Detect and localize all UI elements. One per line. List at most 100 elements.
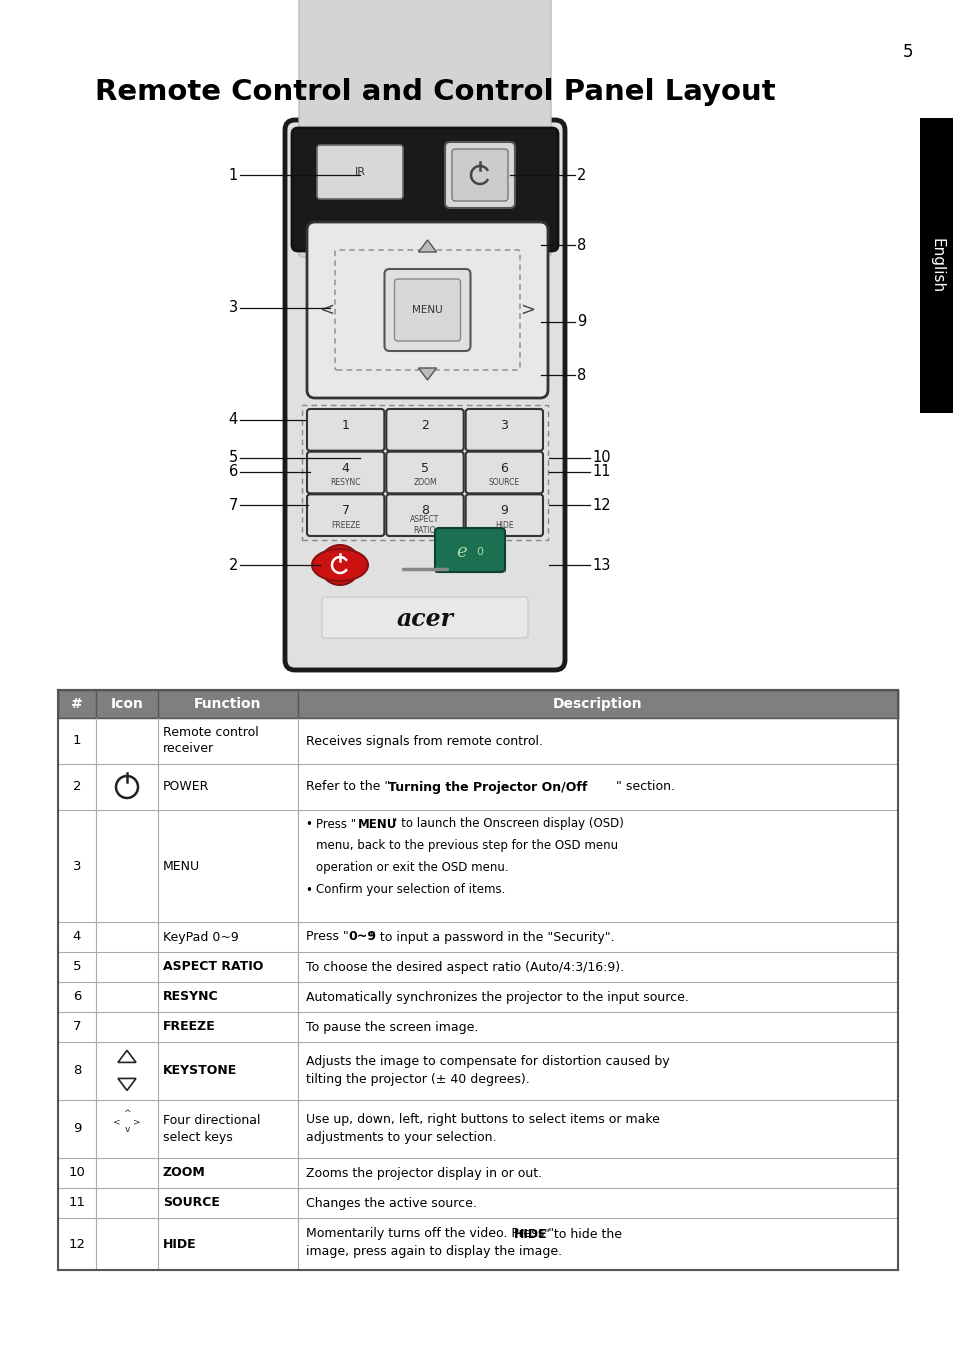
Text: 9: 9 xyxy=(577,315,586,330)
Bar xyxy=(58,1188,897,1218)
Text: KeyPad 0~9: KeyPad 0~9 xyxy=(163,931,238,943)
Text: tilting the projector (± 40 degrees).: tilting the projector (± 40 degrees). xyxy=(306,1073,529,1087)
Text: 0~9: 0~9 xyxy=(348,931,375,943)
Text: HIDE: HIDE xyxy=(163,1238,196,1250)
Bar xyxy=(58,1042,897,1101)
Text: 8: 8 xyxy=(420,504,429,517)
Text: <: < xyxy=(319,301,335,319)
Text: 5: 5 xyxy=(229,450,237,465)
Text: Adjusts the image to compensate for distortion caused by: Adjusts the image to compensate for dist… xyxy=(306,1055,669,1068)
Text: 3: 3 xyxy=(229,301,237,315)
FancyBboxPatch shape xyxy=(322,597,527,638)
Text: 4: 4 xyxy=(229,412,237,427)
Text: Use up, down, left, right buttons to select items or make: Use up, down, left, right buttons to sel… xyxy=(306,1113,659,1127)
Text: MENU: MENU xyxy=(357,817,397,831)
Bar xyxy=(58,1158,897,1188)
Text: Zooms the projector display in or out.: Zooms the projector display in or out. xyxy=(306,1166,541,1180)
Text: FREEZE: FREEZE xyxy=(163,1020,215,1034)
Text: adjustments to your selection.: adjustments to your selection. xyxy=(306,1132,496,1144)
Text: ZOOM: ZOOM xyxy=(413,478,436,487)
Text: 7: 7 xyxy=(229,497,237,512)
Text: 1: 1 xyxy=(72,735,81,747)
Bar xyxy=(58,951,897,982)
FancyBboxPatch shape xyxy=(435,528,504,572)
FancyBboxPatch shape xyxy=(465,452,542,493)
Text: SOURCE: SOURCE xyxy=(488,478,519,487)
FancyBboxPatch shape xyxy=(307,452,384,493)
Text: Press ": Press " xyxy=(306,931,349,943)
FancyBboxPatch shape xyxy=(307,409,384,450)
Text: >: > xyxy=(520,301,535,319)
Bar xyxy=(58,1101,897,1158)
Bar xyxy=(919,118,953,413)
Text: operation or exit the OSD menu.: operation or exit the OSD menu. xyxy=(315,861,508,875)
Text: 10: 10 xyxy=(69,1166,86,1180)
Text: image, press again to display the image.: image, press again to display the image. xyxy=(306,1246,561,1258)
Circle shape xyxy=(319,545,359,585)
Text: Momentarily turns off the video. Press ": Momentarily turns off the video. Press " xyxy=(306,1228,554,1240)
Text: FREEZE: FREEZE xyxy=(331,520,360,530)
Text: MENU: MENU xyxy=(412,305,442,315)
Text: v: v xyxy=(124,1124,130,1134)
Text: 11: 11 xyxy=(592,464,610,479)
Text: 2: 2 xyxy=(420,419,429,433)
Text: 2: 2 xyxy=(577,167,586,182)
Text: Description: Description xyxy=(553,697,642,711)
Text: acer: acer xyxy=(396,606,453,631)
Text: 7: 7 xyxy=(341,504,350,517)
Bar xyxy=(58,1218,897,1270)
Text: Confirm your selection of items.: Confirm your selection of items. xyxy=(315,883,505,897)
Text: " to input a password in the "Security".: " to input a password in the "Security". xyxy=(370,931,614,943)
Text: e: e xyxy=(456,543,467,561)
Text: Changes the active source.: Changes the active source. xyxy=(306,1197,476,1209)
Text: 9: 9 xyxy=(72,1123,81,1135)
FancyBboxPatch shape xyxy=(386,452,463,493)
Text: English: English xyxy=(928,238,943,293)
Text: 5: 5 xyxy=(420,461,429,475)
Text: 11: 11 xyxy=(69,1197,86,1209)
Text: 8: 8 xyxy=(577,237,586,252)
Text: 3: 3 xyxy=(72,860,81,872)
Text: Turning the Projector On/Off: Turning the Projector On/Off xyxy=(388,780,587,794)
Bar xyxy=(58,764,897,810)
Text: ASPECT RATIO: ASPECT RATIO xyxy=(163,961,263,973)
FancyBboxPatch shape xyxy=(384,268,470,350)
Text: #: # xyxy=(71,697,83,711)
Polygon shape xyxy=(418,240,436,252)
Text: •: • xyxy=(306,817,316,831)
Text: 5: 5 xyxy=(72,961,81,973)
Text: 8: 8 xyxy=(72,1065,81,1077)
Text: 6: 6 xyxy=(500,461,508,475)
Text: Remote control
receiver: Remote control receiver xyxy=(163,727,258,756)
Text: RESYNC: RESYNC xyxy=(330,478,360,487)
Bar xyxy=(58,690,897,717)
Text: RESYNC: RESYNC xyxy=(163,991,218,1003)
Text: 4: 4 xyxy=(341,461,349,475)
Polygon shape xyxy=(418,368,436,381)
FancyBboxPatch shape xyxy=(452,149,507,201)
FancyBboxPatch shape xyxy=(386,494,463,537)
Text: Four directional
select keys: Four directional select keys xyxy=(163,1114,260,1143)
Text: Refer to the ": Refer to the " xyxy=(306,780,390,794)
Text: 8: 8 xyxy=(577,367,586,382)
Bar xyxy=(58,921,897,951)
Text: " section.: " section. xyxy=(616,780,675,794)
Text: " to hide the: " to hide the xyxy=(543,1228,621,1240)
Text: 7: 7 xyxy=(72,1020,81,1034)
FancyBboxPatch shape xyxy=(307,494,384,537)
FancyBboxPatch shape xyxy=(465,409,542,450)
Text: Icon: Icon xyxy=(111,697,143,711)
Text: 2: 2 xyxy=(229,557,237,572)
Text: •: • xyxy=(306,883,316,897)
Text: Receives signals from remote control.: Receives signals from remote control. xyxy=(306,735,542,747)
Text: Remote Control and Control Panel Layout: Remote Control and Control Panel Layout xyxy=(95,78,775,105)
FancyBboxPatch shape xyxy=(386,409,463,450)
FancyBboxPatch shape xyxy=(285,120,564,669)
Bar xyxy=(58,1012,897,1042)
Text: menu, back to the previous step for the OSD menu: menu, back to the previous step for the … xyxy=(315,839,618,853)
Text: SOURCE: SOURCE xyxy=(163,1197,219,1209)
Ellipse shape xyxy=(312,549,368,580)
Text: 10: 10 xyxy=(592,450,610,465)
FancyBboxPatch shape xyxy=(395,279,460,341)
FancyBboxPatch shape xyxy=(307,222,547,398)
